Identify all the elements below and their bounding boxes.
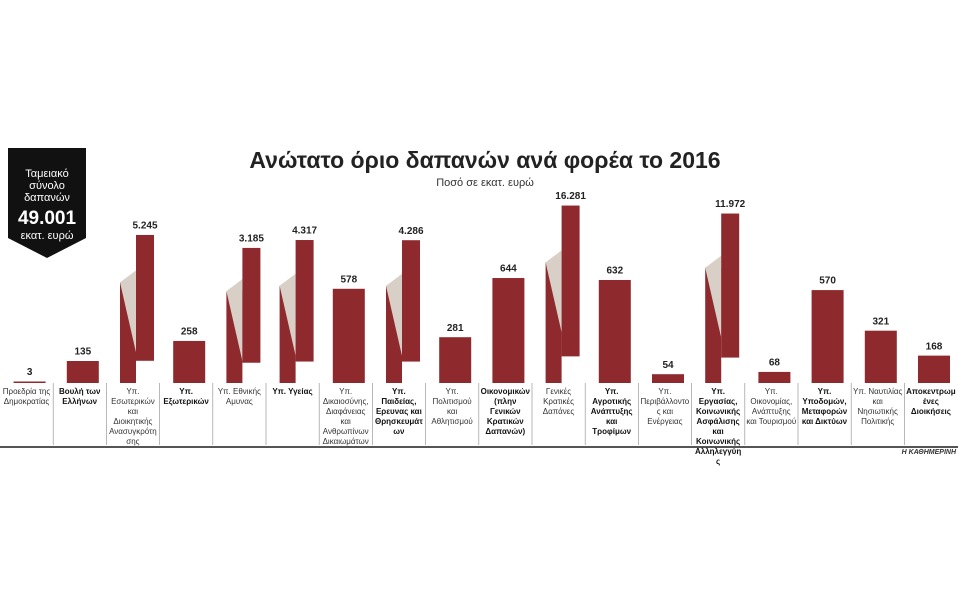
source: Η ΚΑΘΗΜΕΡΙΝΗ	[902, 449, 957, 456]
bar	[721, 213, 740, 358]
value-label: 258	[181, 327, 198, 338]
bar-break	[386, 273, 402, 356]
category-label: Υπ. Εθνικής Αμυνας	[217, 387, 261, 406]
bar-break	[705, 255, 722, 338]
value-label: 3.185	[239, 234, 264, 245]
total-box	[8, 148, 86, 258]
bar	[66, 360, 99, 383]
bar	[864, 330, 897, 383]
bar	[758, 371, 791, 383]
value-label: 632	[606, 266, 623, 277]
category-label: Υπ. Πολιτισμού και Αθλητισμού	[431, 387, 473, 426]
bar	[561, 205, 580, 357]
bar	[295, 240, 314, 362]
category-label: Υπ. Εξωτερικών	[163, 387, 209, 406]
bar	[598, 279, 631, 383]
value-label: 168	[926, 341, 943, 352]
total: Ταμειακό σύνολο δαπανών 49.001 εκατ. ευρ…	[8, 148, 86, 248]
value-label: 644	[500, 264, 517, 275]
bar	[402, 240, 420, 362]
category-label: Υπ. Αγροτικής Ανάπτυξης και Τροφίμων	[590, 387, 633, 436]
value-label: 54	[662, 360, 674, 371]
category-label: Βουλή των Ελλήνων	[58, 387, 101, 406]
value-label: 4.317	[292, 226, 317, 237]
category-label: Υπ. Παιδείας, Ερευνας και Θρησκευμάτων	[374, 387, 423, 436]
bar-break	[545, 250, 562, 333]
bar	[332, 288, 365, 383]
value-label: 4.286	[398, 226, 423, 237]
category-label: Οικονομικών (πλην Γενικών Κρατικών Δαπαν…	[480, 387, 530, 436]
value-label: 281	[447, 323, 464, 334]
category-label: Προεδρία της Δημοκρατίας	[2, 387, 51, 406]
bar-break	[226, 279, 243, 362]
bar-break	[120, 270, 136, 353]
bar	[173, 340, 206, 383]
category-label: Γενικές Κρατικές Δαπάνες	[542, 387, 575, 416]
bar	[652, 374, 684, 383]
bar	[136, 234, 154, 361]
value-label: 16.281	[555, 191, 586, 202]
value-label: 68	[769, 358, 781, 369]
bar	[439, 337, 472, 383]
bar	[918, 355, 950, 383]
value-label: 570	[819, 276, 836, 287]
category-label: Υπ. Περιβάλλοντος και Ενέργειας	[640, 387, 690, 426]
category-label: Υπ. Εσωτερικών και Διοικητικής Ανασυγκρό…	[109, 387, 157, 446]
value-label: 3	[27, 367, 33, 378]
value-label: 578	[340, 274, 357, 285]
bar	[492, 278, 525, 383]
bar	[242, 247, 261, 363]
category-label: Υπ. Υγείας	[272, 387, 313, 396]
value-label: 5.245	[132, 221, 157, 232]
bar-break	[279, 273, 296, 356]
value-label: 321	[872, 316, 889, 327]
category-label: Υπ. Δικαιοσύνης, Διαφάνειας και Ανθρωπίν…	[322, 387, 369, 446]
bar	[13, 381, 46, 383]
bar	[811, 290, 844, 383]
category-label: Αποκεντρωμένες Διοικήσεις	[906, 387, 956, 416]
total-unit: εκατ. ευρώ	[20, 230, 74, 242]
value-label: 135	[74, 347, 91, 358]
category-label: Υπ. Εργασίας, Κοινωνικής Ασφάλισης και Κ…	[694, 387, 742, 466]
category-label: Υπ. Υποδομών, Μεταφορών και Δικτύων	[801, 387, 848, 426]
category-label: Υπ. Οικονομίας, Ανάπτυξης και Τουρισμού	[746, 387, 797, 426]
chart-title: Ανώτατο όριο δαπανών ανά φορέα το 2016	[249, 147, 720, 173]
total-value: 49.001	[17, 208, 77, 229]
total-label: Ταμειακό σύνολο δαπανών	[24, 168, 70, 204]
value-label: 11.972	[715, 199, 745, 210]
chart-subtitle: Ποσό σε εκατ. ευρώ	[436, 177, 534, 189]
category-label: Υπ. Ναυτιλίας και Νησιωτικής Πολιτικής	[853, 387, 903, 426]
